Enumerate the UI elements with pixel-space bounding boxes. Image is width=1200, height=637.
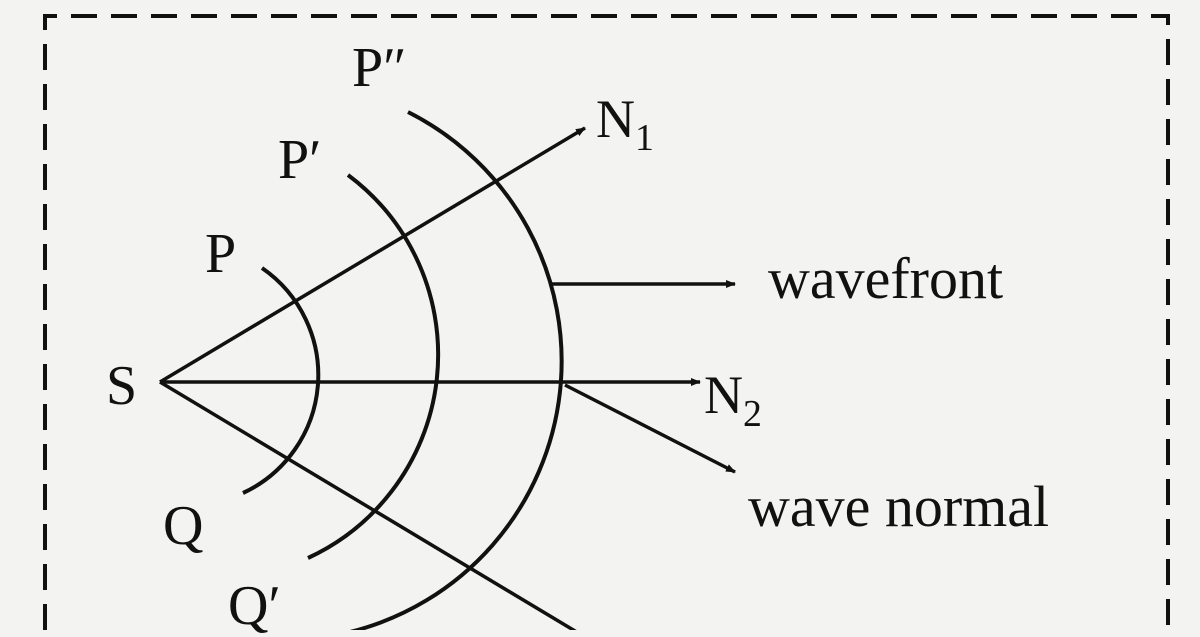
- label-p-prime: P′: [278, 129, 322, 191]
- dashed-border: [43, 14, 1170, 630]
- wavefront-arc-p-double-prime: [349, 110, 564, 630]
- ray-n3: [159, 380, 577, 630]
- wavefront-arc-p-prime: [307, 173, 441, 560]
- label-q: Q: [163, 495, 204, 557]
- label-n2-sub: 2: [743, 393, 762, 436]
- label-n1-sub: 1: [635, 117, 654, 160]
- label-n2: N2: [704, 368, 762, 434]
- label-n1-main: N: [596, 89, 635, 149]
- label-wavefront: wavefront: [768, 246, 1004, 311]
- label-wave-normal: wave normal: [748, 474, 1050, 539]
- wave-normal-pointer-arrow: [564, 383, 736, 474]
- label-q-prime: Q′: [228, 575, 281, 637]
- wavefront-arc-pq: [242, 266, 321, 495]
- label-s: S: [106, 355, 138, 417]
- label-n2-main: N: [704, 365, 743, 425]
- label-p-double-prime: P″: [352, 37, 407, 99]
- ray-n1: [159, 126, 586, 384]
- label-n1: N1: [596, 92, 654, 158]
- label-p: P: [205, 223, 237, 285]
